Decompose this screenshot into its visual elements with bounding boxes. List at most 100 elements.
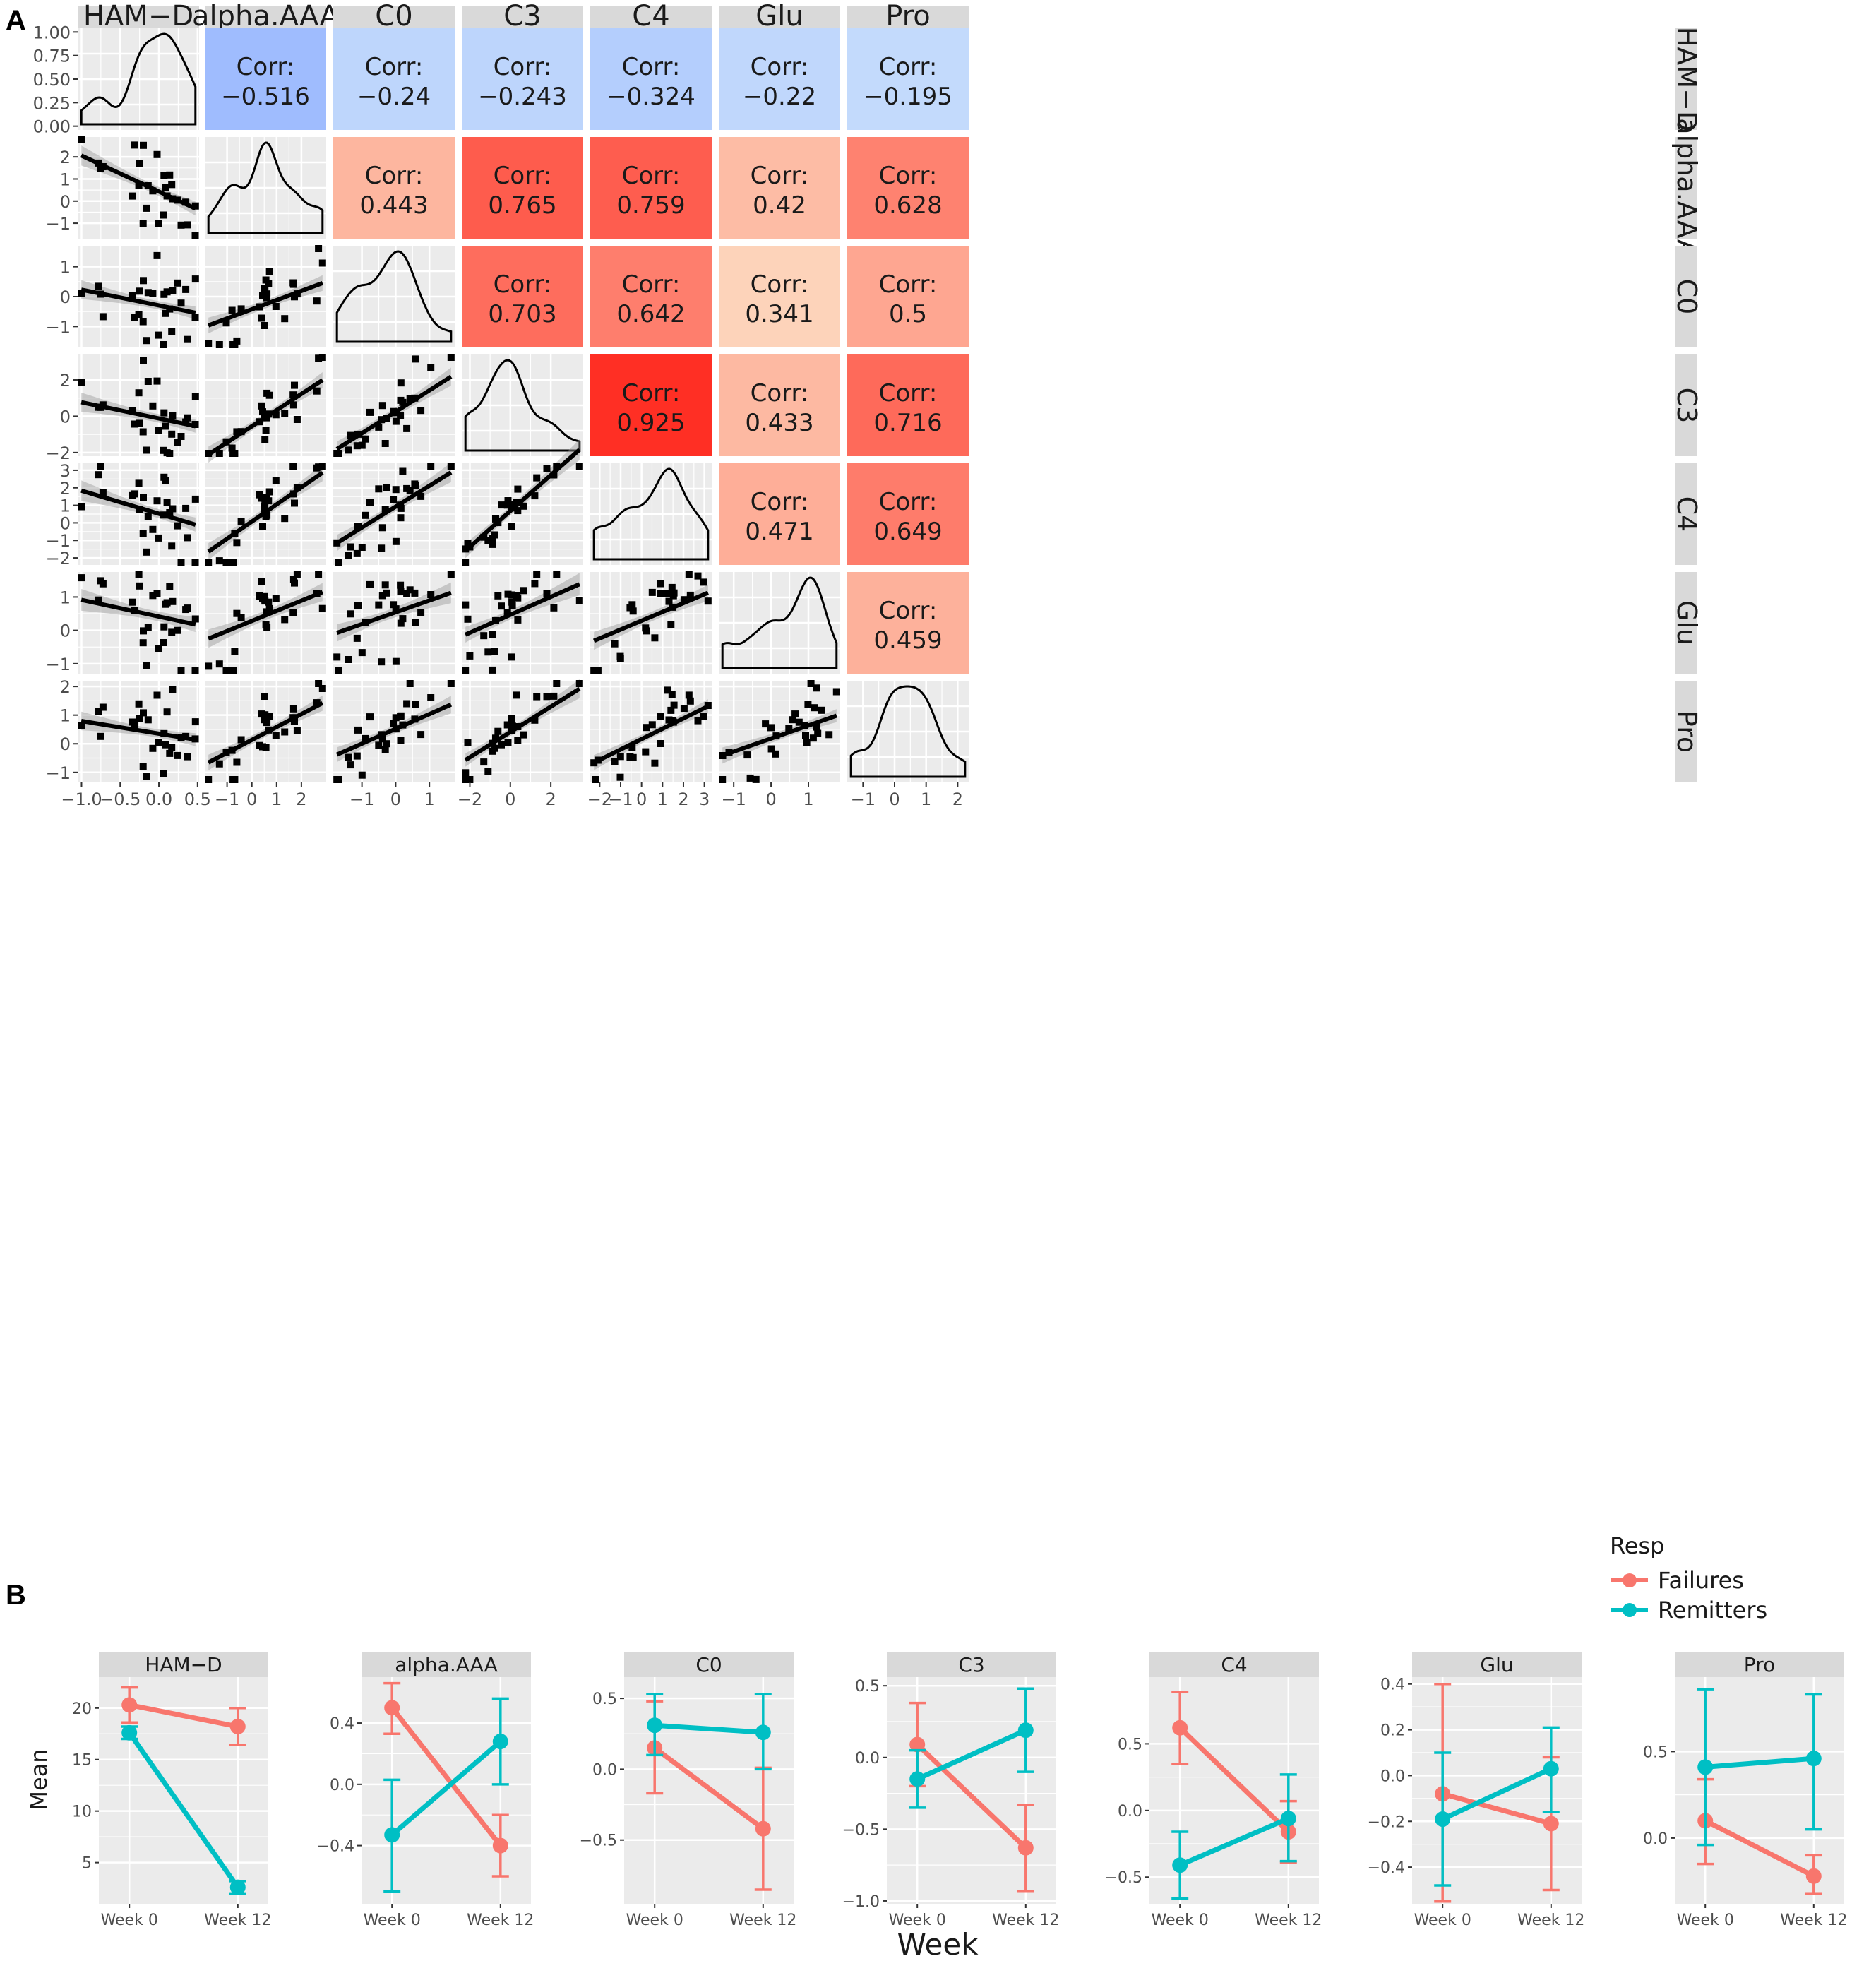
- density-curve: [80, 32, 197, 126]
- col-strip-ham-d: HAM−D: [78, 0, 199, 32]
- corr-label: Corr:: [494, 270, 552, 299]
- y-tick-label: 0.4: [330, 1715, 354, 1733]
- cell-c3-c3: [462, 354, 583, 456]
- data-point: [366, 499, 374, 506]
- regression-line: [464, 448, 581, 553]
- data-point: [169, 505, 177, 513]
- series-line: [127, 1731, 240, 1889]
- data-point: [97, 165, 104, 172]
- y-tick-label: −1.0: [842, 1893, 880, 1911]
- data-point: [144, 289, 152, 297]
- data-point: [543, 590, 551, 597]
- data-point: [417, 731, 425, 739]
- corr-cell-bg: [719, 28, 840, 130]
- data-point: [129, 192, 136, 200]
- data-point: [489, 666, 496, 674]
- facet-strip-bg: [887, 1652, 1056, 1677]
- x-tick-label: 3: [699, 789, 710, 809]
- cell-pro-alpha-aaa: [205, 680, 326, 783]
- data-point: [513, 499, 520, 506]
- data-point: [489, 535, 496, 542]
- panel-bg: [1675, 1677, 1844, 1904]
- data-point: [139, 530, 147, 537]
- corr-label: Corr:: [879, 162, 938, 190]
- data-point: [553, 463, 561, 470]
- data-point: [643, 724, 650, 732]
- cell-pro-c4: [590, 681, 712, 783]
- data-point: [466, 776, 474, 783]
- data-point: [694, 572, 702, 580]
- regression-line: [207, 701, 324, 765]
- data-point: [143, 204, 150, 212]
- y-tick-label: 0: [60, 192, 71, 212]
- row-strip-label: Pro: [1671, 710, 1702, 753]
- data-point: [504, 739, 512, 746]
- data-point: [484, 537, 492, 544]
- corr-label: Corr:: [365, 53, 424, 81]
- corr-cell-bg: [205, 28, 326, 130]
- cell-glu-c0: [333, 571, 455, 674]
- data-point: [403, 484, 411, 492]
- facet-strip-bg: [1412, 1652, 1582, 1677]
- data-point: [412, 701, 419, 708]
- data-point: [153, 150, 161, 158]
- x-tick-label: −1: [215, 789, 239, 809]
- facet-c4: C4 −0.5 0.0 0.5 Week 0 Week 12: [1105, 1652, 1322, 1929]
- x-tick-label: Week 0: [1152, 1912, 1209, 1929]
- cell-pro-ham-d: [78, 681, 199, 782]
- data-point: [281, 410, 289, 417]
- data-point: [263, 494, 270, 501]
- data-point: [594, 667, 602, 674]
- series-line: [390, 1706, 503, 1847]
- data-point: [680, 705, 688, 713]
- series-remitters: [1171, 1773, 1297, 1900]
- data-point: [755, 1820, 771, 1837]
- data-point: [261, 322, 268, 329]
- x-tick-label: 0: [889, 789, 900, 809]
- data-point: [140, 357, 147, 364]
- data-point: [191, 495, 199, 503]
- legend-marker: [1623, 1603, 1637, 1617]
- data-point: [184, 221, 191, 229]
- data-point: [818, 706, 825, 714]
- y-tick-label: 1: [60, 258, 71, 278]
- y-tick-label: 3: [60, 461, 71, 481]
- data-point: [184, 753, 191, 761]
- data-point: [144, 378, 152, 385]
- data-point: [136, 160, 143, 167]
- data-point: [256, 741, 263, 749]
- data-point: [403, 700, 411, 708]
- corr-cell-bg: [847, 246, 969, 347]
- data-point: [354, 726, 362, 734]
- data-point: [447, 680, 455, 687]
- data-point: [392, 417, 400, 425]
- data-point: [78, 722, 85, 729]
- corr-value: −0.22: [743, 83, 816, 111]
- data-point: [191, 275, 199, 283]
- data-point: [498, 501, 505, 509]
- data-point: [802, 732, 809, 739]
- regression-line: [207, 378, 324, 457]
- x-tick-label: Week 12: [204, 1912, 271, 1929]
- data-point: [489, 540, 496, 548]
- data-point: [272, 595, 280, 602]
- data-point: [182, 285, 190, 293]
- data-point: [97, 463, 104, 470]
- y-tick-label: 0.2: [1380, 1722, 1405, 1740]
- data-point: [492, 734, 499, 742]
- y-tick-label: 0.0: [330, 1777, 354, 1794]
- col-strip-label: HAM−D: [83, 0, 193, 32]
- y-tick-label: 0: [60, 513, 71, 533]
- corr-value: 0.5: [889, 300, 927, 328]
- corr-cell-bg: [462, 28, 583, 130]
- cell-glu-pro: Corr:0.459: [847, 572, 969, 674]
- col-strip-bg: [590, 6, 712, 28]
- data-point: [746, 774, 754, 782]
- x-axis-pro: −1 0 1 2: [851, 782, 963, 809]
- data-point: [99, 489, 107, 496]
- data-point: [163, 499, 171, 506]
- corr-label: Corr:: [879, 270, 938, 299]
- data-point: [743, 751, 751, 759]
- col-strip-label: C0: [375, 0, 412, 32]
- data-point: [160, 409, 168, 417]
